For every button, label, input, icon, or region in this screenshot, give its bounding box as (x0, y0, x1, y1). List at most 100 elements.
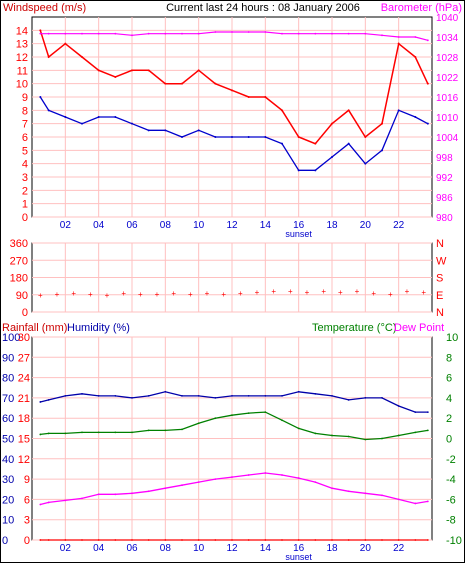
wind-speed-point (364, 162, 367, 165)
wind-speed-point (181, 136, 183, 138)
rainfall-point (47, 539, 50, 541)
rainfall-point (331, 539, 333, 541)
wind-direction-mark: + (55, 290, 60, 299)
barometer-point (131, 34, 133, 37)
temperature-point (97, 431, 100, 434)
barometer-point (114, 32, 117, 35)
wind-gust-point (314, 142, 317, 145)
barometer-tick-label: 1034 (436, 33, 459, 44)
wind-direction-mark: + (305, 288, 310, 297)
windspeed-tick-label: 7 (22, 119, 28, 131)
windspeed-tick-label: 2 (22, 185, 28, 197)
wind-speed-point (397, 109, 400, 112)
wind-gust-point (364, 136, 367, 138)
wind-direction-mark: + (321, 287, 326, 296)
humidity-point (347, 399, 350, 401)
temperature-point (164, 429, 167, 432)
rainfall-tick-label: 3 (24, 515, 30, 527)
dewpoint-point (247, 474, 250, 476)
windspeed-tick-label: 11 (17, 65, 28, 77)
wind-gust-point (397, 42, 400, 45)
wind-gust-point (426, 82, 429, 85)
windspeed-tick-label: 10 (16, 79, 28, 91)
dewpoint-point (231, 476, 233, 478)
barometer-point (347, 32, 350, 35)
wind-gust-point (281, 109, 283, 112)
barometer-tick-label: 1022 (436, 73, 459, 84)
direction-tick-label: 180 (10, 273, 28, 285)
wind-speed-point (264, 136, 267, 138)
wind-gust-point (47, 56, 50, 58)
humidity-point (197, 394, 200, 397)
dewpoint-point (114, 493, 117, 496)
temperature-point (131, 431, 133, 434)
x-tick-label: 12 (226, 220, 238, 231)
barometer-point (39, 32, 42, 35)
dewpoint-point (364, 492, 367, 495)
rainfall-point (247, 539, 250, 541)
wind-speed-point (247, 136, 250, 138)
humidity-point (131, 397, 133, 399)
x-tick-label: 10 (193, 220, 205, 231)
rainfall-point (426, 539, 429, 541)
dewpoint-point (264, 472, 267, 474)
wind-speed-point (47, 109, 50, 112)
temperature-point (39, 433, 42, 436)
humidity-point (147, 394, 150, 397)
temp-series (39, 390, 429, 541)
temperature-tick-label: -6 (446, 494, 456, 506)
dewpoint-title: Dew Point (394, 322, 444, 334)
rainfall-point (397, 539, 400, 541)
winddir-series: + + + + + + + + + + + + + + + + + + + + + + + + (38, 287, 426, 300)
x-tick-label: 20 (360, 220, 372, 231)
wind-speed-point (64, 116, 67, 118)
dewpoint-point (381, 494, 383, 497)
rainfall-tick-label: 6 (24, 494, 30, 506)
humidity-tick-label: 0 (2, 535, 8, 547)
wind-speed-point (197, 129, 200, 132)
x-tick-label: 16 (293, 543, 305, 554)
rainfall-title: Rainfall (mm) (2, 322, 67, 334)
humidity-point (381, 397, 383, 399)
wind-gust-point (97, 69, 100, 72)
x-tick-label: 06 (126, 543, 138, 554)
humidity-point (247, 394, 250, 397)
humidity-point (64, 394, 67, 397)
humidity-tick-label: 40 (2, 454, 14, 466)
x-tick-label: 04 (93, 220, 105, 231)
wind-direction-mark: + (255, 288, 260, 297)
wind-speed-point (131, 122, 133, 125)
dewpoint-point (47, 501, 50, 504)
wind-gust-point (39, 29, 42, 32)
wind-direction-mark: + (221, 290, 226, 299)
barometer-tick-label: 1028 (436, 53, 459, 64)
barometer-point (147, 32, 150, 35)
temperature-point (397, 434, 400, 437)
dewpoint-point (214, 478, 217, 480)
humidity-point (114, 394, 117, 397)
wind-series (39, 29, 429, 172)
compass-tick-label: S (436, 273, 443, 285)
wind-speed-point (164, 129, 167, 132)
humidity-tick-label: 20 (2, 494, 14, 506)
direction-tick-label: 0 (22, 307, 28, 319)
barometer-point (426, 39, 429, 42)
humidity-point (39, 401, 42, 403)
wind-speed-point (347, 142, 350, 145)
wind-direction-mark: + (188, 290, 193, 299)
x-tick-label: 02 (60, 543, 72, 554)
humidity-point (281, 394, 283, 397)
humidity-point (426, 411, 429, 414)
dewpoint-point (64, 499, 67, 502)
wind-speed-point (281, 142, 283, 145)
wind-direction-mark: + (271, 287, 276, 296)
temperature-tick-label: -8 (446, 515, 456, 527)
wind-gust-point (181, 82, 183, 85)
x-tick-label: 18 (326, 543, 338, 554)
wind-speed-point (381, 149, 383, 152)
rainfall-point (131, 539, 133, 541)
temperature-point (181, 428, 183, 431)
barometer-point (81, 32, 83, 35)
direction-tick-label: 90 (16, 290, 28, 302)
dewpoint-point (331, 487, 333, 490)
